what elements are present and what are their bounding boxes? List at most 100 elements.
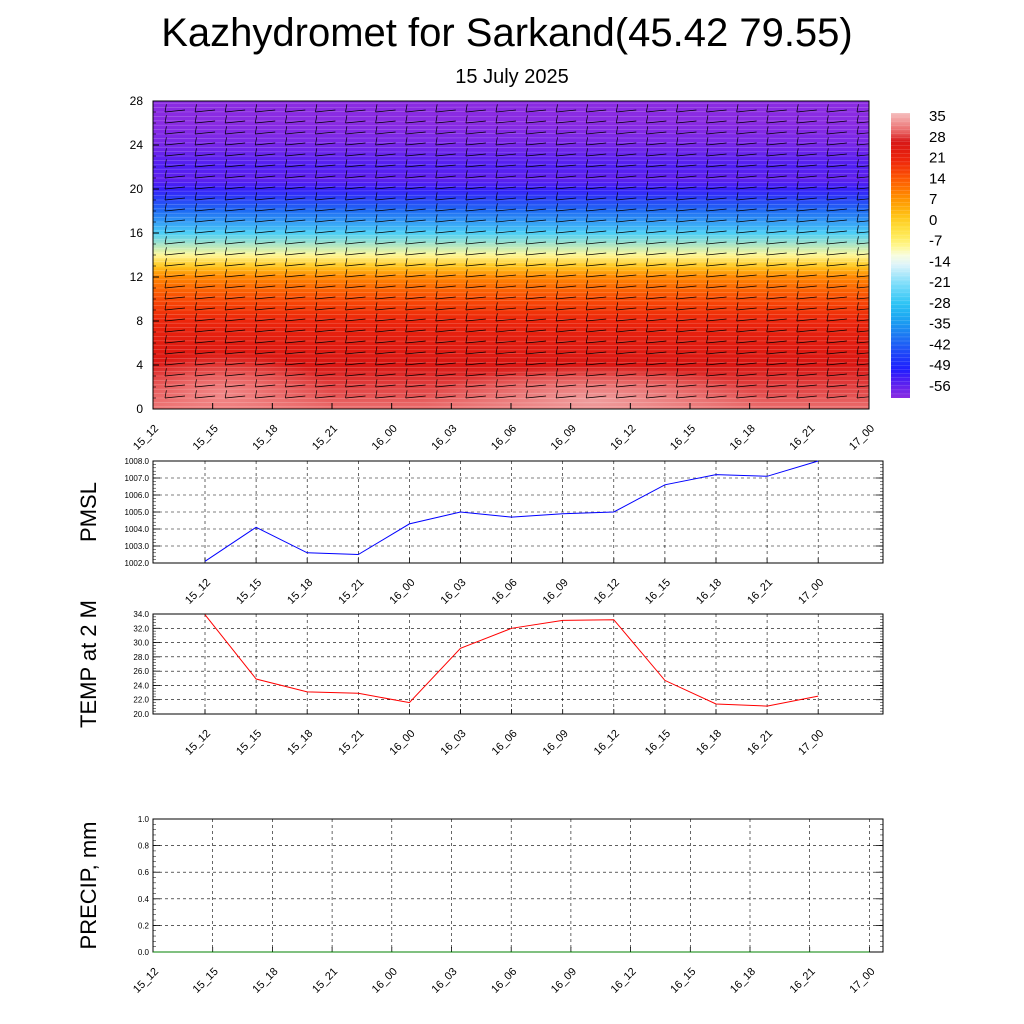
wind-barb [435,258,438,267]
wind-barb [585,291,588,300]
wind-barb-feather [556,395,577,399]
wind-barb [826,269,829,278]
wind-barb [405,170,408,179]
wind-barb-feather [465,230,486,234]
wind-barb [646,258,649,267]
wind-barb-feather [285,296,306,300]
wind-barb [706,247,709,256]
wind-barb-feather [616,241,637,245]
x-tick-label: 16_18 [694,577,724,607]
wind-barb-feather [736,175,757,179]
wind-barb [676,335,679,344]
x-tick-label: 16_21 [745,577,775,607]
wind-barb [856,269,859,278]
wind-barb-feather [315,285,336,289]
y-tick-label: 0.4 [138,895,150,904]
wind-barb [796,137,799,146]
wind-barb [555,280,558,289]
wind-barb [646,247,649,256]
wind-barb [315,170,318,179]
wind-barb-feather [164,329,186,333]
wind-barb [525,159,528,168]
wind-barb [736,291,739,300]
wind-barb [375,203,378,212]
wind-barb [736,324,739,333]
wind-barb-feather [826,230,847,234]
wind-barb [465,148,468,157]
x-tick-label: 16_12 [592,577,622,607]
wind-barb-feather [676,329,697,333]
wind-barb [435,181,438,190]
wind-barb [405,390,408,399]
wind-barb-feather [225,307,246,311]
wind-barb-feather [676,164,697,168]
wind-barb [526,101,527,102]
wind-barb [796,379,799,388]
wind-barb-feather [556,263,577,267]
wind-barb [224,335,227,344]
wind-barb [826,203,829,212]
wind-barb-feather [616,109,637,113]
wind-barb [224,390,227,399]
wind-barb-feather [315,109,336,113]
wind-barb [435,170,438,179]
wind-barb-feather [375,263,396,267]
wind-barb [164,280,167,289]
wind-barb [615,357,619,366]
wind-barb [766,181,769,190]
colorbar-label: -14 [929,253,951,270]
wind-barb [285,137,288,146]
wind-barb-feather [766,329,787,333]
wind-barb [646,291,649,300]
wind-barb [736,258,739,267]
wind-barb [736,214,739,223]
wind-barb-feather [375,384,396,388]
wind-barb-feather [375,230,396,234]
wind-barb-feather [616,252,637,256]
wind-barb [796,313,799,322]
wind-barb-feather [766,340,787,344]
x-tick-label: 15_18 [250,966,280,996]
wind-barb-feather [255,175,276,179]
wind-barb [345,258,348,267]
wind-barb-feather [405,252,426,256]
wind-barb-feather [586,219,607,223]
wind-barb [646,126,649,135]
wind-barb [405,137,408,146]
wind-barb [285,126,288,135]
wind-barb-feather [405,109,426,113]
wind-barb-feather [405,263,426,267]
wind-barb [556,101,557,102]
wind-barb [465,379,468,388]
wind-barb-feather [526,109,547,113]
wind-barb [345,390,348,399]
x-tick-label: 15_21 [310,966,340,996]
wind-barb [706,181,709,190]
wind-barb-feather [616,153,637,157]
wind-barb-feather [706,241,727,245]
wind-barb-feather [856,396,869,399]
wind-barb-feather [495,208,516,212]
wind-barb-feather [826,252,847,256]
wind-barb-feather [255,252,276,256]
wind-barb [796,291,799,300]
wind-barb [194,357,197,366]
wind-barb [375,313,378,322]
wind-barb [676,170,679,179]
wind-barb [465,137,468,146]
wind-barb-feather [375,362,396,366]
wind-barb [164,390,167,399]
wind-barb-feather [736,230,757,234]
wind-barb [706,137,709,146]
wind-barb [315,291,318,300]
y-tick-label: 1008.0 [125,457,150,466]
wind-barb-feather [345,329,366,333]
wind-barb-feather [526,329,547,333]
wind-barb-feather [164,362,186,366]
wind-barb [646,181,649,190]
wind-barb [706,101,707,102]
contour-line [153,344,869,347]
wind-barb [826,379,829,388]
wind-barb [826,225,829,234]
